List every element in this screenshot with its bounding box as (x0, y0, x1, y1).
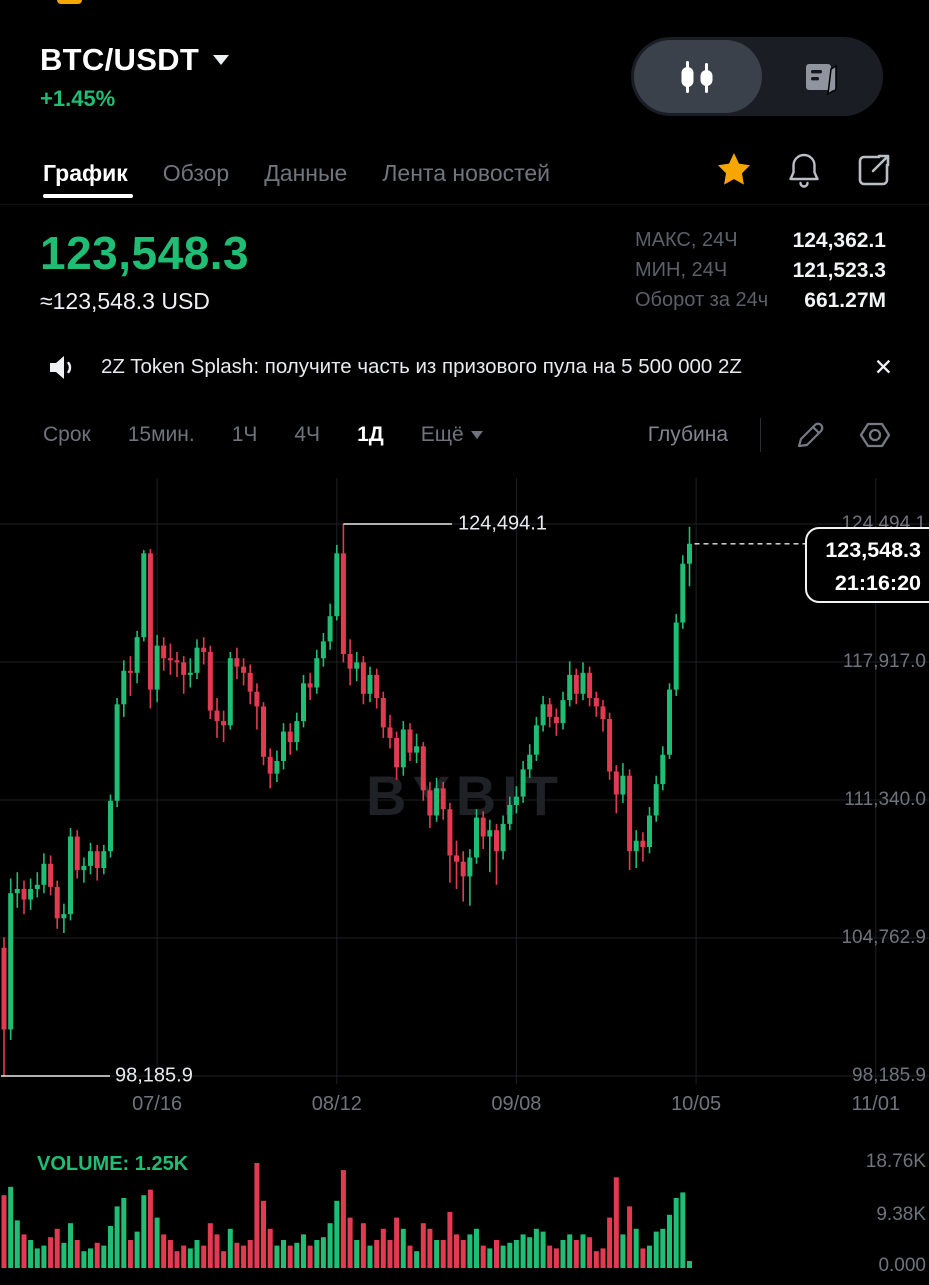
svg-text:0.000: 0.000 (878, 1255, 926, 1276)
alert-bell-icon[interactable] (786, 151, 822, 189)
share-export-icon[interactable] (855, 151, 893, 189)
orderbook-view-button[interactable] (762, 40, 880, 113)
usd-equivalent: ≈123,548.3 USD (40, 288, 210, 314)
announcement-text: 2Z Token Splash: получите часть из призо… (101, 355, 742, 378)
symbol-selector[interactable]: BTC/USDT (40, 42, 230, 78)
tab-1[interactable]: Обзор (162, 160, 230, 186)
svg-text:09/08: 09/08 (491, 1093, 541, 1115)
divider (760, 418, 761, 452)
stats-24h: МАКС, 24Ч 124,362.1 МИН, 24Ч 121,523.3 Оборо… (635, 229, 886, 313)
timeframe-1Д[interactable]: 1Д (357, 423, 384, 446)
svg-text:21:16:20: 21:16:20 (835, 571, 921, 595)
symbol-title: BTC/USDT (40, 42, 200, 77)
stat-value: 124,362.1 (792, 229, 886, 252)
price-change-percent: +1.45% (40, 86, 116, 111)
svg-text:BYBIT: BYBIT (366, 764, 564, 827)
depth-button[interactable]: Глубина (647, 423, 728, 446)
period-label: Срок (43, 423, 91, 446)
divider (0, 204, 929, 205)
svg-text:124,494.1: 124,494.1 (458, 512, 547, 534)
price-chart[interactable]: BYBIT 07/16 08/12 09/08 10/05 11/01 124,494.1 1… (0, 460, 929, 1280)
svg-text:10/05: 10/05 (671, 1093, 721, 1115)
tab-3[interactable]: Лента новостей (382, 160, 551, 186)
svg-text:08/12: 08/12 (312, 1093, 362, 1115)
svg-text:98,185.9: 98,185.9 (115, 1064, 193, 1086)
svg-text:98,185.9: 98,185.9 (852, 1065, 926, 1086)
draw-pencil-icon[interactable] (793, 418, 827, 452)
timeframe-1Ч[interactable]: 1Ч (231, 423, 258, 446)
stat-label: МИН, 24Ч (635, 259, 728, 281)
timeframe-Ещё[interactable]: Ещё (421, 423, 483, 447)
favorite-star-icon[interactable] (715, 151, 753, 189)
active-tab-underline (43, 194, 133, 198)
svg-text:117,917.0: 117,917.0 (843, 651, 926, 672)
tab-action-icons (715, 143, 893, 197)
timeframe-4Ч[interactable]: 4Ч (294, 423, 321, 446)
stat-label: МАКС, 24Ч (635, 229, 738, 251)
chart-view-toggle[interactable] (631, 37, 883, 116)
svg-text:VOLUME: 1.25K: VOLUME: 1.25K (37, 1153, 189, 1175)
svg-text:9.38K: 9.38K (876, 1204, 926, 1225)
tab-2[interactable]: Данные (264, 160, 348, 186)
candlestick-view-button[interactable] (634, 40, 762, 113)
svg-text:18.76K: 18.76K (866, 1151, 927, 1172)
timeframe-15мин.[interactable]: 15мин. (127, 423, 195, 446)
svg-text:07/16: 07/16 (132, 1093, 182, 1115)
svg-text:11/01: 11/01 (852, 1093, 901, 1115)
chevron-down-icon (213, 55, 230, 65)
close-icon[interactable]: ✕ (873, 353, 893, 380)
tab-bar: График Обзор Данные Лента новостей (0, 143, 929, 204)
svg-text:111,340.0: 111,340.0 (844, 789, 926, 810)
stat-value: 121,523.3 (792, 259, 886, 282)
announcement-bar[interactable]: 2Z Token Splash: получите часть из призо… (0, 338, 929, 396)
svg-text:104,762.9: 104,762.9 (841, 927, 926, 948)
chevron-down-icon (470, 431, 483, 439)
stat-value: 661.27M (804, 289, 886, 312)
svg-text:123,548.3: 123,548.3 (825, 538, 921, 562)
status-accent-sliver (57, 0, 82, 4)
timeframe-toolbar: Срок 15мин. 1Ч 4Ч 1Д Ещё (0, 412, 929, 458)
candles-icon (681, 60, 713, 93)
orderbook-icon (806, 63, 837, 95)
chart-settings-icon[interactable] (857, 418, 893, 452)
speaker-icon (50, 355, 72, 379)
tab-0[interactable]: График (43, 160, 128, 186)
last-price: 123,548.3 (40, 227, 250, 279)
stat-label: Оборот за 24ч (635, 289, 769, 311)
toolbar-right: Глубина (648, 412, 893, 458)
